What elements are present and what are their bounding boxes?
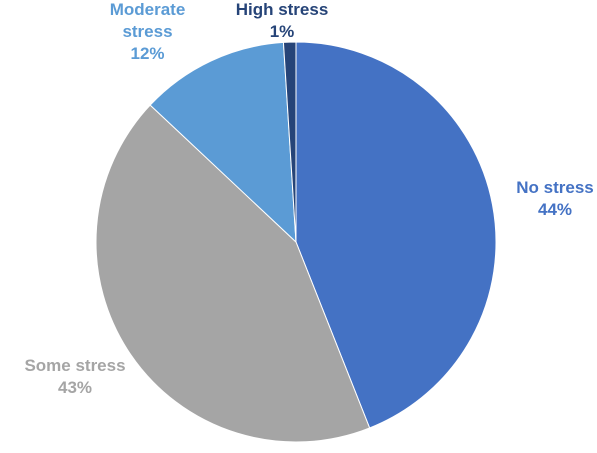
slice-label: No stress 44% bbox=[505, 177, 597, 221]
slice-label: Some stress 43% bbox=[0, 355, 150, 399]
pie-slice bbox=[95, 104, 371, 443]
value-label: 1% bbox=[269, 22, 295, 41]
value-label: 44% bbox=[537, 200, 573, 219]
slice-label: High stress 1% bbox=[222, 0, 342, 43]
category-label: Moderate stress bbox=[109, 0, 186, 41]
slice-label: Moderate stress 12% bbox=[100, 0, 195, 65]
category-label: No stress bbox=[516, 178, 594, 197]
category-label: High stress bbox=[235, 0, 329, 19]
value-label: 12% bbox=[130, 44, 165, 63]
pie-slice bbox=[282, 41, 297, 243]
category-label: Some stress bbox=[24, 356, 126, 375]
pie-slice bbox=[295, 41, 497, 429]
value-label: 43% bbox=[57, 378, 93, 397]
pie-slice bbox=[149, 41, 297, 244]
